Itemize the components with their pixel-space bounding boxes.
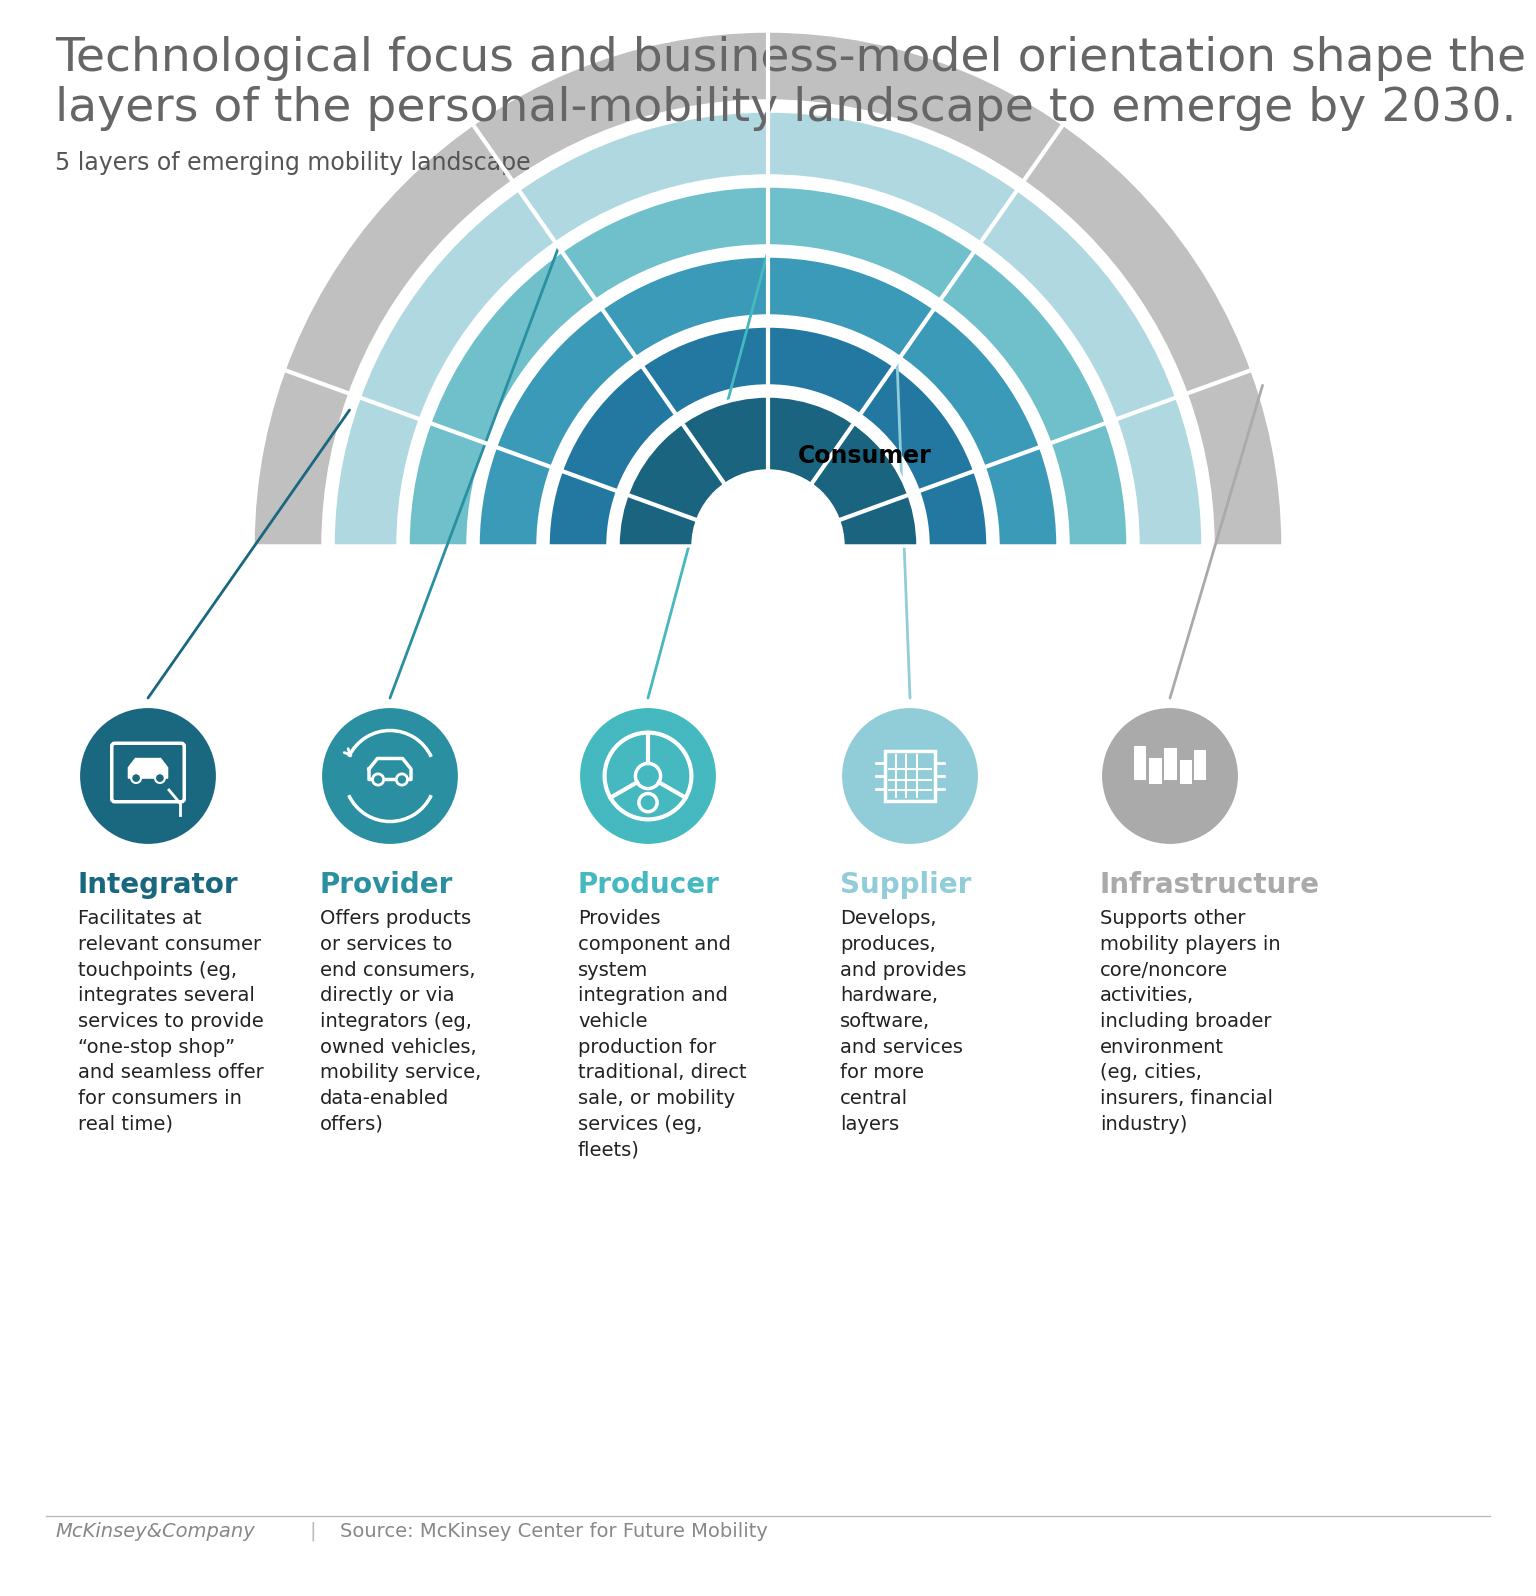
Polygon shape [129, 758, 167, 779]
Bar [1134, 745, 1146, 779]
Bar [1193, 750, 1206, 779]
Text: Producer: Producer [578, 871, 720, 899]
Text: Infrastructure: Infrastructure [1100, 871, 1319, 899]
Circle shape [1100, 705, 1240, 846]
Wedge shape [617, 396, 919, 546]
Circle shape [396, 774, 407, 785]
Wedge shape [478, 255, 1058, 546]
Text: Supplier: Supplier [840, 871, 971, 899]
Circle shape [578, 705, 717, 846]
Text: Provides
component and
system
integration and
vehicle
production for
traditional: Provides component and system integratio… [578, 910, 746, 1160]
Text: Technological focus and business-model orientation shape the: Technological focus and business-model o… [55, 37, 1527, 81]
Text: Consumer: Consumer [799, 444, 932, 468]
Circle shape [319, 705, 459, 846]
Wedge shape [409, 187, 1127, 546]
Text: Source: McKinsey Center for Future Mobility: Source: McKinsey Center for Future Mobil… [339, 1523, 768, 1542]
Text: Develops,
produces,
and provides
hardware,
software,
and services
for more
centr: Develops, produces, and provides hardwar… [840, 910, 966, 1135]
Text: layers of the personal-mobility landscape to emerge by 2030.: layers of the personal-mobility landscap… [55, 86, 1516, 131]
Bar [1149, 758, 1161, 784]
Text: Integrator: Integrator [78, 871, 238, 899]
Text: 5 layers of emerging mobility landscape: 5 layers of emerging mobility landscape [55, 152, 530, 176]
Bar [1164, 749, 1177, 779]
Bar [885, 750, 935, 801]
Wedge shape [548, 326, 988, 546]
Text: Facilitates at
relevant consumer
touchpoints (eg,
integrates several
services to: Facilitates at relevant consumer touchpo… [78, 910, 264, 1135]
Circle shape [131, 772, 141, 784]
Circle shape [78, 705, 218, 846]
Text: Provider: Provider [319, 871, 453, 899]
Bar [1180, 760, 1192, 784]
Text: |: | [310, 1521, 316, 1542]
Text: Supports other
mobility players in
core/noncore
activities,
including broader
en: Supports other mobility players in core/… [1100, 910, 1281, 1135]
Text: McKinsey&Company: McKinsey&Company [55, 1523, 255, 1542]
Circle shape [840, 705, 980, 846]
Circle shape [155, 772, 164, 784]
Wedge shape [333, 112, 1203, 546]
Wedge shape [253, 30, 1283, 546]
Text: Offers products
or services to
end consumers,
directly or via
integrators (eg,
o: Offers products or services to end consu… [319, 910, 481, 1135]
Circle shape [703, 480, 833, 611]
Wedge shape [703, 480, 833, 546]
Circle shape [373, 774, 384, 785]
